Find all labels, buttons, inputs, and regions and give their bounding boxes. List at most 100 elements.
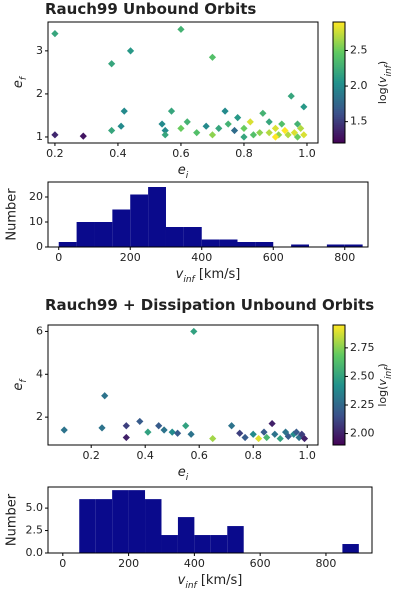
point — [265, 118, 273, 126]
colorbar-tick-label: 2.00 — [350, 427, 375, 440]
colorbar-cell — [333, 385, 345, 388]
colorbar-cell — [333, 86, 345, 90]
point — [158, 120, 166, 128]
x-tick-label: 1.0 — [298, 147, 316, 160]
x-axis-label: ei — [178, 163, 189, 181]
y-axis-label: ef — [11, 378, 29, 391]
point — [117, 122, 125, 130]
label-part: e — [178, 163, 186, 178]
colorbar-cell — [333, 365, 345, 368]
colorbar-cell — [333, 52, 345, 55]
colorbar-cell — [333, 409, 345, 412]
colorbar-cell — [333, 381, 345, 384]
y-tick-label: 5.0 — [26, 501, 44, 514]
colorbar-tick-label: 2.0 — [350, 79, 368, 92]
point — [271, 430, 279, 438]
colorbar-cell — [333, 40, 345, 43]
colorbar-cell — [333, 34, 345, 37]
colorbar-cell — [333, 413, 345, 416]
axes-frame — [47, 324, 319, 446]
point — [79, 132, 87, 140]
axes-frame — [47, 486, 373, 554]
bar — [210, 535, 228, 553]
colorbar-cell — [333, 54, 345, 57]
colorbar-cell — [333, 351, 345, 354]
y-tick-label: 4 — [36, 367, 43, 380]
colorbar-cell — [333, 357, 345, 360]
point — [51, 131, 59, 139]
colorbar-cell — [333, 379, 345, 382]
colorbar-cell — [333, 84, 345, 88]
label-part: inf — [384, 366, 394, 379]
x-tick-label: 200 — [118, 557, 139, 570]
colorbar-frame — [332, 21, 346, 144]
colorbar-cell — [333, 138, 345, 142]
point — [160, 426, 168, 434]
colorbar-cell — [333, 341, 345, 344]
colorbar-cell — [333, 78, 345, 81]
colorbar-cell — [333, 373, 345, 376]
colorbar-cell — [333, 88, 345, 92]
colorbar-cell — [333, 393, 345, 396]
colorbar-cell — [333, 74, 345, 77]
bar — [161, 535, 178, 553]
colorbar-cell — [333, 82, 345, 86]
colorbar-cell — [333, 28, 345, 31]
x-tick-label: 600 — [250, 557, 271, 570]
colorbar-cell — [333, 369, 345, 372]
bar — [194, 535, 211, 553]
colorbar-cell — [333, 24, 345, 27]
point — [230, 126, 239, 135]
point — [276, 434, 284, 443]
point — [249, 131, 258, 139]
point — [208, 53, 217, 61]
colorbar-cell — [333, 80, 345, 83]
colorbar-cell — [333, 389, 345, 392]
colorbar-cell — [333, 375, 345, 378]
chart-title: Rauch99 Unbound Orbits — [45, 0, 256, 18]
colorbar-cell — [333, 90, 345, 94]
y-axis-label: Number — [5, 188, 20, 241]
bar — [79, 499, 96, 553]
colorbar-cell — [333, 116, 345, 120]
point — [282, 428, 290, 436]
colorbar-cell — [333, 387, 345, 390]
colorbar-cell — [333, 26, 345, 29]
point — [60, 426, 68, 434]
colorbar-cell — [333, 46, 345, 49]
label-part: log( — [376, 83, 389, 104]
colorbar-cell — [333, 120, 345, 124]
colorbar-cell — [333, 353, 345, 356]
y-tick-label: 0.0 — [26, 546, 44, 559]
colorbar-tick-label: 2.5 — [350, 43, 368, 56]
bar — [342, 544, 359, 553]
colorbar-cell — [333, 425, 345, 428]
colorbar-cell — [333, 431, 345, 434]
x-tick-label: 600 — [263, 251, 284, 264]
colorbar-cell — [333, 329, 345, 332]
colorbar-cell — [333, 136, 345, 140]
point — [263, 433, 271, 442]
colorbar-cell — [333, 371, 345, 374]
point — [224, 120, 232, 128]
colorbar-cell — [333, 98, 345, 102]
label-part: e — [11, 383, 26, 391]
colorbar-cell — [333, 403, 345, 406]
point — [284, 131, 292, 139]
x-tick-label: 0.2 — [82, 449, 100, 462]
x-tick-label: 0 — [59, 557, 66, 570]
colorbar-cell — [333, 94, 345, 98]
colorbar-cell — [333, 363, 345, 366]
bar — [344, 244, 363, 247]
colorbar-cell — [333, 421, 345, 424]
point — [193, 129, 201, 137]
colorbar-cell — [333, 128, 345, 132]
bar — [128, 490, 146, 553]
chart-title: Rauch99 + Dissipation Unbound Orbits — [45, 296, 374, 314]
colorbar-cell — [333, 100, 345, 104]
point — [136, 417, 144, 426]
colorbar-cell — [333, 377, 345, 380]
colorbar-cell — [333, 124, 345, 128]
x-tick-label: 0 — [55, 251, 62, 264]
